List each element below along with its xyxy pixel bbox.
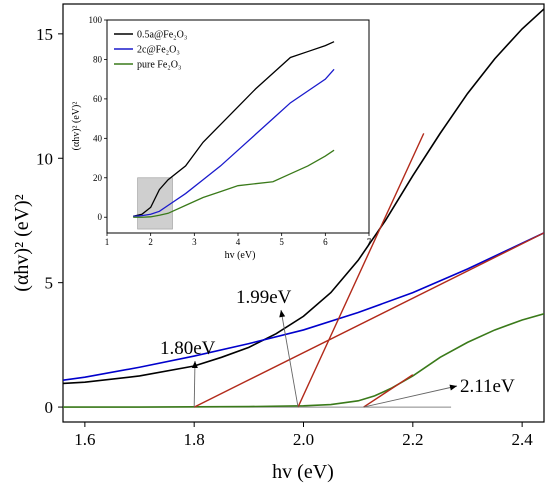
legend-label: pure Fe₂O₃ bbox=[137, 60, 181, 71]
main-series-line-2 bbox=[63, 232, 544, 381]
annotation-arrow-head bbox=[279, 310, 286, 318]
inset-x-tick-label: 1 bbox=[105, 237, 110, 247]
inset-plot-area bbox=[133, 41, 335, 230]
main-y-tick-label: 10 bbox=[36, 149, 53, 168]
main-y-tick-label: 15 bbox=[36, 25, 53, 44]
inset-highlight-box bbox=[137, 177, 173, 230]
inset-series-line-1 bbox=[133, 41, 335, 217]
main-x-tick-label: 2.2 bbox=[402, 430, 423, 449]
tangent-line-3 bbox=[363, 374, 414, 408]
annotation-arrow-head bbox=[449, 384, 457, 391]
inset-x-tick-label: 6 bbox=[323, 237, 328, 247]
annotation-label: 1.99eV bbox=[236, 287, 292, 308]
annotation-arrow-head bbox=[191, 361, 198, 369]
inset-chart: 1 2 3 4 5 6 7 0 20 40 60 80 100 0.5a@Fe₂O₃ 2c@Fe₂O₃ pur… bbox=[89, 15, 372, 247]
inset-y-tick-label: 100 bbox=[89, 15, 103, 25]
inset-x-tick-label: 2 bbox=[148, 237, 153, 247]
inset-y-tick-label: 0 bbox=[98, 212, 103, 222]
inset-y-tick-label: 80 bbox=[93, 54, 103, 64]
inset-y-tick-label: 40 bbox=[93, 133, 103, 143]
main-plot-area bbox=[63, 8, 544, 408]
inset-y-tick-label: 60 bbox=[93, 94, 103, 104]
inset-x-axis-title: hv (eV) bbox=[225, 250, 256, 261]
tangent-line-2 bbox=[297, 133, 425, 408]
inset-y-tick-label: 20 bbox=[93, 173, 103, 183]
main-series-line-1 bbox=[63, 8, 544, 385]
main-x-tick-label: 1.6 bbox=[74, 430, 95, 449]
tangent-line-1 bbox=[193, 232, 544, 408]
annotation-arrow-line bbox=[193, 360, 196, 408]
main-x-tick-label: 1.8 bbox=[184, 430, 205, 449]
annotation-arrow-line bbox=[280, 309, 299, 408]
main-series-line-3 bbox=[63, 313, 544, 408]
inset-series-line-2 bbox=[133, 68, 335, 217]
main-x-axis-title: hv (eV) bbox=[272, 461, 334, 483]
annotation-label: 1.80eV bbox=[160, 338, 216, 359]
annotation-arrow-line bbox=[363, 385, 458, 408]
inset-y-axis-title: (αhv)² (eV)² bbox=[71, 102, 82, 151]
main-y-tick-label: 5 bbox=[45, 274, 54, 293]
main-y-tick-label: 0 bbox=[45, 398, 54, 417]
annotation-label: 2.11eV bbox=[460, 376, 515, 397]
inset-x-tick-label: 3 bbox=[192, 237, 197, 247]
inset-series-line-3 bbox=[133, 149, 335, 218]
legend-label: 0.5a@Fe₂O₃ bbox=[137, 30, 187, 41]
main-x-tick-label: 2.4 bbox=[512, 430, 534, 449]
inset-x-tick-label: 5 bbox=[279, 237, 284, 247]
inset-x-tick-label: 7 bbox=[367, 237, 372, 247]
inset-x-tick-label: 4 bbox=[236, 237, 241, 247]
main-y-axis-title: (αhv)² (eV)² bbox=[11, 194, 33, 291]
inset-legend: 0.5a@Fe₂O₃ 2c@Fe₂O₃ pure Fe₂O₃ bbox=[114, 30, 187, 71]
main-x-tick-label: 2.0 bbox=[293, 430, 314, 449]
legend-label: 2c@Fe₂O₃ bbox=[137, 45, 180, 56]
